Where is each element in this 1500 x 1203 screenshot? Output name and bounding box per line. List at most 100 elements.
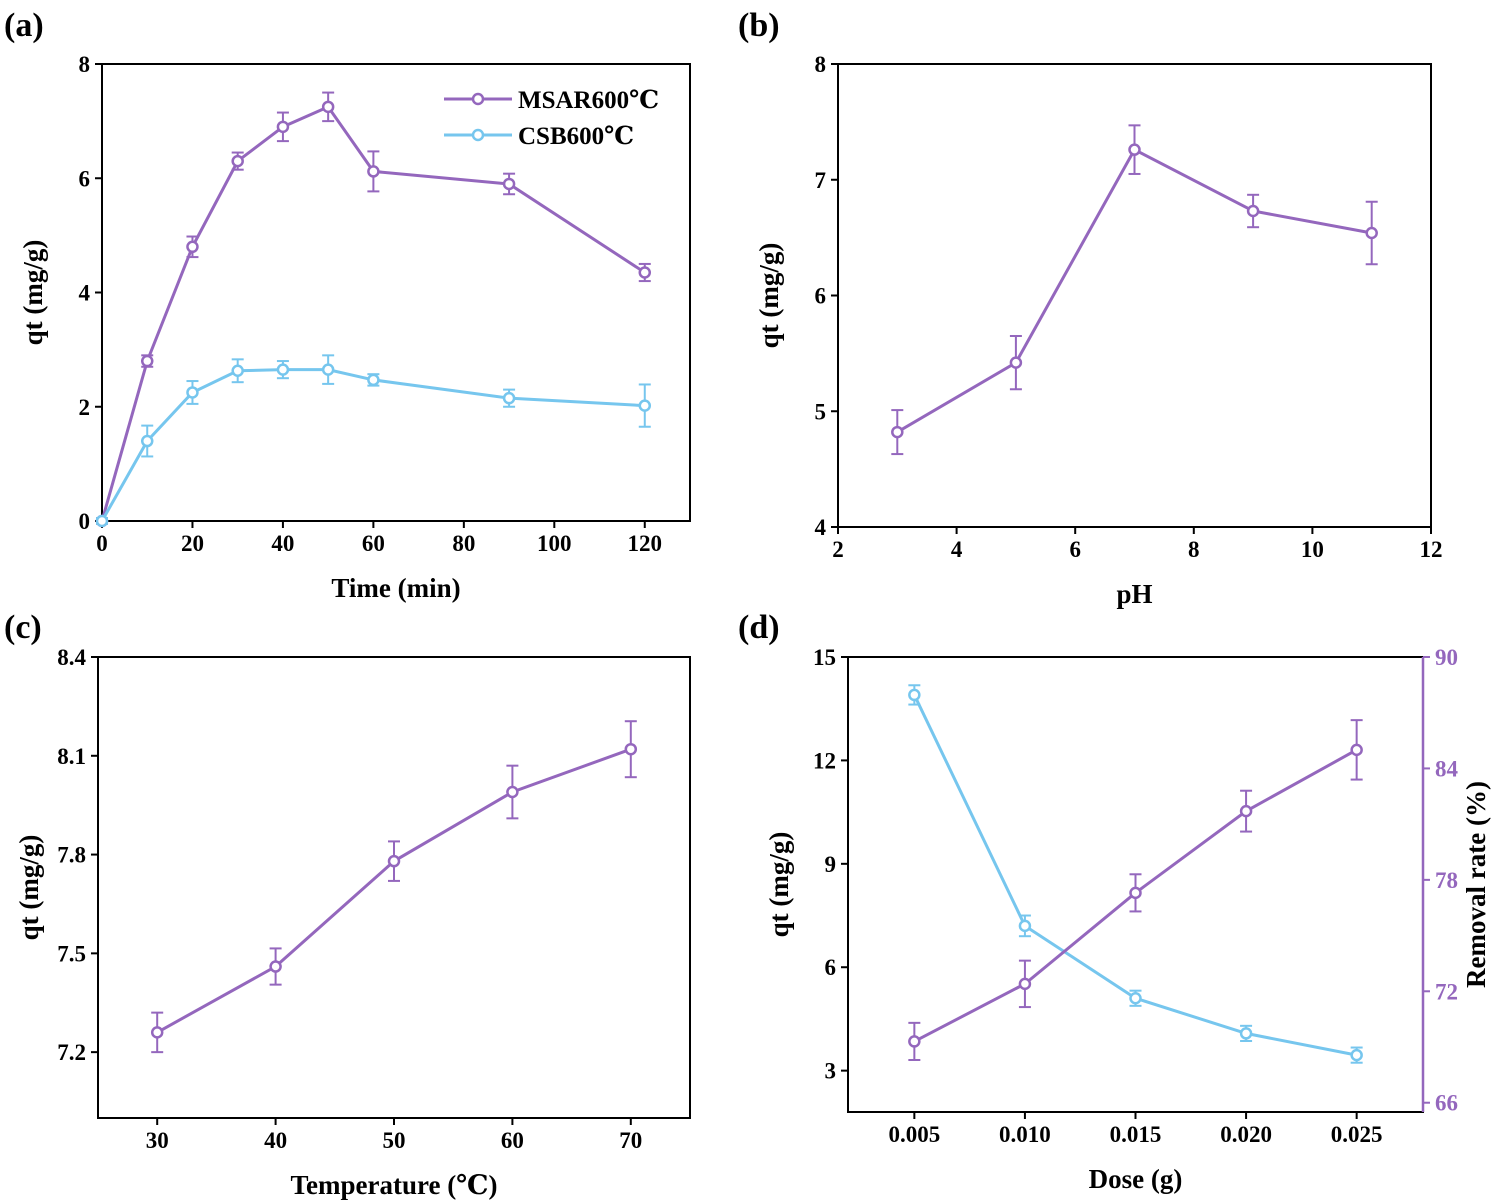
data-point: [502, 391, 516, 405]
data-point: [276, 120, 290, 134]
data-point: [908, 1035, 921, 1048]
series-0: [150, 720, 638, 1054]
x-axis-label: Dose (g): [1089, 1164, 1183, 1194]
data-point: [140, 434, 154, 448]
x-tick-label: 80: [452, 531, 475, 556]
x-tick-label: 30: [146, 1128, 169, 1153]
data-point: [506, 785, 519, 799]
data-point: [367, 373, 380, 387]
legend-marker: [471, 128, 485, 142]
data-point: [1018, 977, 1032, 991]
data-point: [624, 742, 638, 756]
series-0: [95, 91, 652, 528]
y-axis-label: qt (mg/g): [18, 240, 48, 346]
y-tick-label: 4: [815, 515, 827, 540]
y-tick-label: 7.2: [57, 1040, 86, 1065]
x-tick-label: 120: [628, 531, 663, 556]
x-tick-label: 12: [1420, 537, 1443, 562]
panel-letter: (a): [4, 7, 44, 44]
x-axis-label: Time (min): [331, 573, 460, 603]
x-tick-label: 40: [264, 1128, 287, 1153]
x-tick-label: 0.025: [1331, 1122, 1383, 1147]
data-point: [502, 177, 516, 191]
x-tick-label: 4: [951, 537, 963, 562]
y-tick-label: 2: [79, 395, 91, 420]
y-tick-label: 8: [79, 52, 91, 77]
x-tick-label: 2: [832, 537, 844, 562]
right-y-tick-label: 84: [1435, 756, 1459, 781]
legend-label: MSAR600℃: [518, 87, 659, 114]
y-tick-label: 8.1: [57, 744, 86, 769]
y-tick-label: 8: [815, 52, 827, 77]
right-y-tick-label: 90: [1435, 645, 1458, 670]
data-point: [1350, 1048, 1363, 1062]
x-tick-label: 40: [271, 531, 294, 556]
y-tick-label: 15: [813, 645, 836, 670]
series-1: [95, 354, 652, 528]
x-tick-label: 6: [1069, 537, 1081, 562]
right-y-tick-label: 72: [1435, 979, 1458, 1004]
data-point: [1129, 886, 1142, 900]
data-point: [269, 960, 282, 973]
data-point: [321, 363, 335, 376]
data-point: [638, 399, 652, 412]
data-point: [1128, 143, 1141, 156]
y-tick-label: 4: [79, 281, 91, 306]
y-tick-label: 12: [813, 748, 836, 773]
data-point: [140, 354, 154, 368]
y-tick-label: 3: [825, 1059, 837, 1084]
x-tick-label: 60: [501, 1128, 524, 1153]
right-y-tick-label: 66: [1435, 1091, 1458, 1116]
data-point: [186, 386, 199, 399]
panel-c: (c) 30 40 50 60 70 7.2 7.5 7.8 8.1 8.4 Temperature …: [4, 609, 691, 1200]
y-tick-label: 0: [79, 509, 91, 534]
series-0: [908, 684, 1363, 1064]
y-tick-label: 6: [825, 955, 837, 980]
data-point: [367, 165, 380, 178]
data-point: [186, 240, 199, 254]
y-tick-label: 7: [815, 168, 827, 193]
data-point: [231, 154, 244, 168]
legend-marker: [471, 92, 485, 106]
series-1: [908, 719, 1363, 1061]
right-y-tick-label: 78: [1435, 868, 1458, 893]
y-axis-label: qt (mg/g): [754, 243, 784, 349]
x-tick-label: 50: [383, 1128, 406, 1153]
y-tick-label: 5: [815, 399, 827, 424]
panel-d: (d) 0.005 0.010 0.015 0.020 0.025 3 6 9 12 15 66 72 7…: [738, 609, 1491, 1194]
panel-letter: (b): [738, 7, 780, 44]
data-point: [1350, 743, 1363, 757]
data-point: [231, 364, 244, 378]
x-tick-label: 20: [181, 531, 204, 556]
data-point: [95, 514, 109, 528]
x-tick-label: 100: [537, 531, 572, 556]
y-tick-label: 8.4: [57, 645, 86, 670]
data-point: [1009, 356, 1023, 369]
data-point: [1239, 1027, 1253, 1040]
right-y-axis-label: Removal rate (%): [1461, 781, 1491, 988]
x-axis-label: Temperature (℃): [290, 1170, 497, 1200]
data-point: [387, 854, 401, 868]
x-tick-label: 8: [1188, 537, 1200, 562]
panel-a: (a) 0 20 40 60 80 100 120 0 2 4 6 8 Time (min) qt (mg/…: [4, 7, 691, 603]
panel-letter: (d): [738, 609, 780, 646]
data-point: [1018, 919, 1032, 933]
data-point: [1129, 992, 1142, 1005]
data-point: [1365, 226, 1378, 240]
data-point: [1246, 204, 1260, 218]
data-point: [150, 1026, 164, 1039]
x-tick-label: 0.015: [1110, 1122, 1162, 1147]
data-point: [638, 266, 652, 279]
plot-frame: [97, 656, 691, 1119]
series-line: [156, 747, 632, 1034]
x-tick-label: 0.020: [1220, 1122, 1272, 1147]
data-point: [891, 425, 904, 439]
data-point: [908, 688, 921, 702]
x-tick-label: 60: [362, 531, 385, 556]
series-line: [896, 147, 1372, 434]
data-point: [321, 100, 335, 114]
y-tick-label: 6: [79, 166, 91, 191]
legend: MSAR600℃ CSB600℃: [444, 87, 659, 150]
